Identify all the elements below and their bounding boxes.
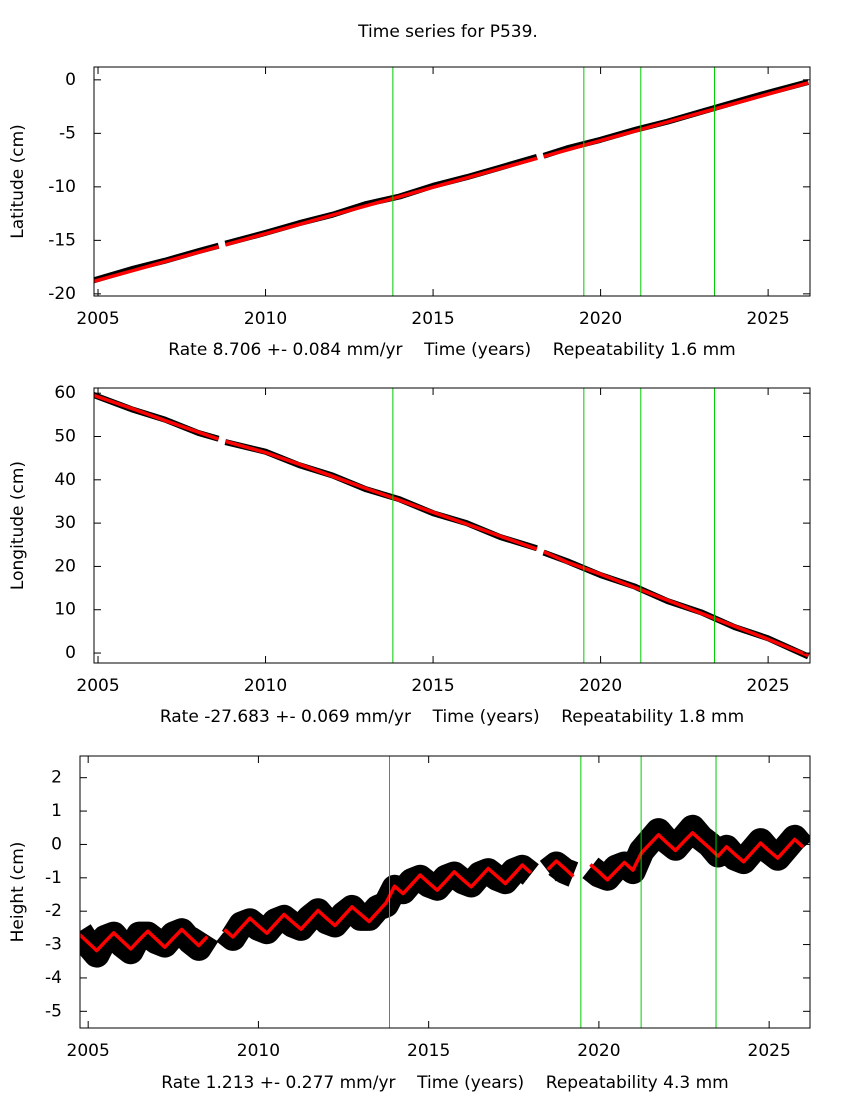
x-tick-label: 2010 xyxy=(244,309,287,329)
plot-area xyxy=(94,391,810,660)
data-line xyxy=(94,393,809,658)
y-tick-label: 30 xyxy=(54,513,76,533)
x-tick-label: 2015 xyxy=(411,676,454,696)
plot-area xyxy=(80,814,810,968)
x-tick-label: 2005 xyxy=(76,676,119,696)
y-tick-label: -1 xyxy=(45,868,62,888)
x-tick-label: 2020 xyxy=(579,309,622,329)
y-tick-label: 40 xyxy=(54,470,76,490)
y-tick-label: -4 xyxy=(45,968,62,988)
y-tick-label: 2 xyxy=(51,768,62,788)
x-tick-label: 2025 xyxy=(746,676,789,696)
plot-frame xyxy=(93,387,811,664)
y-tick-label: 0 xyxy=(65,70,76,90)
x-tick-label: 2015 xyxy=(407,1041,450,1061)
x-tick-label: 2010 xyxy=(237,1041,280,1061)
y-tick-label: -10 xyxy=(48,177,76,197)
y-tick-label: 0 xyxy=(51,834,62,854)
y-tick-label: -20 xyxy=(48,284,76,304)
chart-title: Time series for P539. xyxy=(357,22,538,42)
x-tick-label: 2020 xyxy=(579,676,622,696)
y-tick-label: -15 xyxy=(48,230,76,250)
y-tick-label: 10 xyxy=(54,600,76,620)
y-tick-label: -5 xyxy=(59,123,76,143)
x-axis-label: Rate 8.706 +- 0.084 mm/yr Time (years) R… xyxy=(168,340,735,360)
plot-area xyxy=(94,79,810,284)
plot-frame xyxy=(93,66,811,297)
x-axis-label: Rate 1.213 +- 0.277 mm/yr Time (years) R… xyxy=(161,1073,728,1093)
x-tick-label: 2025 xyxy=(746,309,789,329)
y-tick-label: 60 xyxy=(54,383,76,403)
y-axis-label: Longitude (cm) xyxy=(8,461,28,590)
y-tick-label: 0 xyxy=(65,643,76,663)
y-tick-label: 20 xyxy=(54,556,76,576)
data-line xyxy=(94,81,809,284)
x-tick-label: 2025 xyxy=(748,1041,791,1061)
x-axis-label: Rate -27.683 +- 0.069 mm/yr Time (years)… xyxy=(160,707,744,727)
y-tick-label: -5 xyxy=(45,1001,62,1021)
y-tick-label: 1 xyxy=(51,801,62,821)
x-tick-label: 2005 xyxy=(76,309,119,329)
x-tick-label: 2015 xyxy=(411,309,454,329)
y-tick-label: 50 xyxy=(54,427,76,447)
data-line xyxy=(80,831,805,953)
y-tick-label: -3 xyxy=(45,935,62,955)
x-tick-label: 2010 xyxy=(244,676,287,696)
y-axis-label: Latitude (cm) xyxy=(8,124,28,239)
y-tick-label: -2 xyxy=(45,901,62,921)
y-axis-label: Height (cm) xyxy=(8,842,28,943)
x-tick-label: 2020 xyxy=(577,1041,620,1061)
x-tick-label: 2005 xyxy=(67,1041,110,1061)
plot-frame xyxy=(79,755,811,1029)
